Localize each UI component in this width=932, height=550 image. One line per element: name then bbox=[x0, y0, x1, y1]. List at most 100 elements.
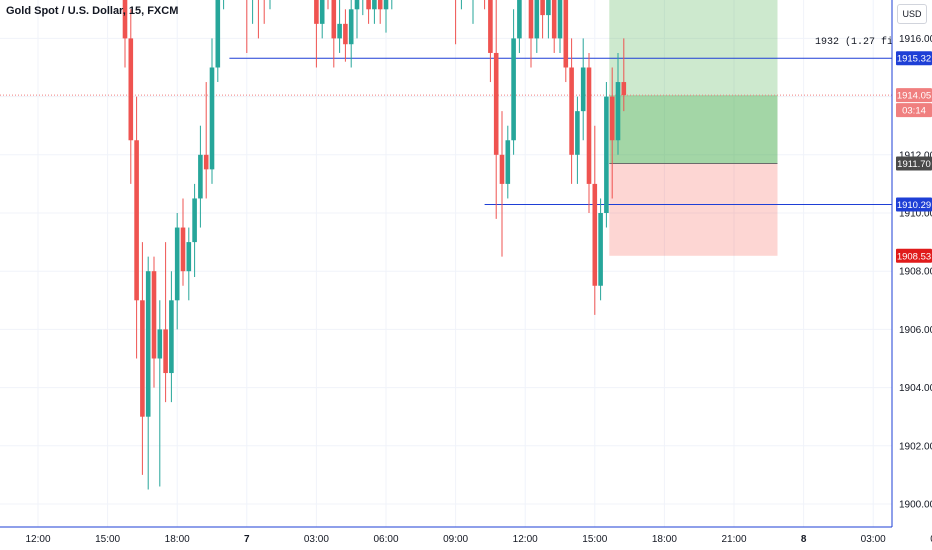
chart-grid bbox=[0, 0, 892, 527]
candle-body bbox=[586, 67, 592, 184]
candle-body bbox=[569, 67, 574, 155]
candle-body bbox=[348, 9, 354, 45]
time-tick-label: 03:00 bbox=[861, 534, 886, 545]
candle-body bbox=[592, 183, 598, 286]
candle bbox=[209, 38, 215, 184]
price-labels: 1932.311930.111915.321914.051911.701910.… bbox=[896, 51, 932, 263]
time-tick-label: 03:00 bbox=[304, 534, 329, 545]
time-tick-label: 8 bbox=[801, 534, 807, 545]
candle bbox=[319, 0, 325, 39]
time-axis[interactable]: 12:00 15:00 18:00 7 03:00 06:00 09:00 12:00 15:0… bbox=[0, 526, 932, 550]
candle-body bbox=[366, 0, 371, 10]
candle bbox=[215, 0, 221, 83]
currency-label: USD bbox=[902, 9, 922, 19]
candle-body bbox=[134, 140, 139, 301]
horizontal-lines[interactable] bbox=[0, 0, 892, 206]
currency-button[interactable]: USD bbox=[897, 4, 927, 24]
price-label-text: 1910.29 bbox=[897, 200, 931, 211]
candle-body bbox=[192, 198, 197, 243]
price-tick-label: 1908.00 bbox=[899, 267, 932, 278]
candle bbox=[499, 111, 505, 257]
unrealized-profit-zone bbox=[609, 95, 778, 164]
price-tick-label: 1916.00 bbox=[899, 34, 932, 45]
candle-body bbox=[174, 227, 180, 301]
candle bbox=[186, 227, 192, 301]
candle-body bbox=[575, 111, 580, 155]
countdown-text: 03:14 bbox=[902, 106, 926, 117]
candle-body bbox=[145, 271, 151, 417]
price-label-box bbox=[896, 88, 932, 103]
candle bbox=[598, 198, 603, 301]
candle bbox=[223, 0, 225, 10]
candle-body bbox=[186, 242, 192, 272]
candlestick-series bbox=[122, 0, 627, 490]
candle bbox=[354, 0, 360, 39]
candle bbox=[609, 67, 615, 199]
candle bbox=[337, 0, 342, 53]
candle-body bbox=[615, 82, 621, 141]
candle-body bbox=[203, 154, 209, 170]
candle bbox=[391, 0, 393, 10]
price-axis[interactable]: 1900.00 1902.00 1904.00 1906.00 1908.00 1910.… bbox=[891, 0, 932, 550]
candle-body bbox=[169, 300, 174, 374]
candle bbox=[163, 242, 168, 403]
candle bbox=[455, 0, 457, 45]
candle-body bbox=[377, 0, 383, 10]
candle bbox=[546, 0, 551, 39]
price-label-box bbox=[896, 51, 932, 66]
time-tick-label: 15:00 bbox=[582, 534, 607, 545]
candle-body bbox=[609, 96, 615, 141]
candle-body bbox=[563, 0, 569, 68]
candle bbox=[348, 0, 354, 68]
price-label-box bbox=[896, 156, 932, 171]
candle-body bbox=[151, 271, 157, 359]
candle bbox=[383, 0, 389, 33]
candle bbox=[621, 38, 627, 112]
candle bbox=[592, 125, 598, 315]
candle-body bbox=[528, 0, 534, 39]
candle bbox=[246, 0, 248, 53]
time-tick-label: 06:00 bbox=[373, 534, 398, 545]
profit-zone[interactable] bbox=[609, 0, 778, 164]
candle-body bbox=[209, 67, 215, 170]
candle-body bbox=[163, 329, 168, 374]
candle bbox=[145, 256, 151, 490]
candle-body bbox=[604, 96, 609, 213]
long-position-tool[interactable] bbox=[609, 0, 778, 256]
candle bbox=[615, 52, 621, 155]
price-label-text: 1914.05 bbox=[897, 91, 931, 102]
candle-body bbox=[517, 0, 522, 39]
candle bbox=[528, 0, 534, 68]
candle-body bbox=[198, 154, 203, 199]
candle-body bbox=[319, 0, 325, 24]
price-label-text: 1911.70 bbox=[897, 159, 931, 170]
candle bbox=[488, 0, 493, 83]
candle bbox=[327, 0, 329, 10]
candle bbox=[134, 96, 139, 359]
candle bbox=[203, 82, 209, 199]
price-tick-label: 1906.00 bbox=[899, 325, 932, 336]
candle bbox=[557, 0, 563, 53]
time-axis-bg bbox=[0, 527, 932, 550]
stop-zone[interactable] bbox=[609, 163, 778, 256]
candle bbox=[472, 0, 474, 24]
price-tick-label: 1902.00 bbox=[899, 441, 932, 452]
candle bbox=[569, 38, 574, 184]
candle-body bbox=[499, 154, 505, 184]
candle-body bbox=[180, 227, 186, 272]
candle bbox=[534, 0, 540, 53]
candle-body bbox=[546, 0, 551, 16]
candle-body bbox=[557, 0, 563, 39]
time-tick-label: 12:00 bbox=[513, 534, 538, 545]
fib-annotation: 1932 (1.27 fib) bbox=[815, 36, 905, 48]
countdown-box bbox=[896, 103, 932, 118]
candle bbox=[362, 0, 364, 16]
candle bbox=[460, 0, 462, 10]
candle-body bbox=[505, 140, 511, 184]
candle-body bbox=[354, 0, 360, 10]
candle-body bbox=[215, 0, 221, 68]
candle bbox=[128, 9, 134, 184]
candle-body bbox=[140, 300, 145, 417]
candle bbox=[263, 0, 265, 24]
